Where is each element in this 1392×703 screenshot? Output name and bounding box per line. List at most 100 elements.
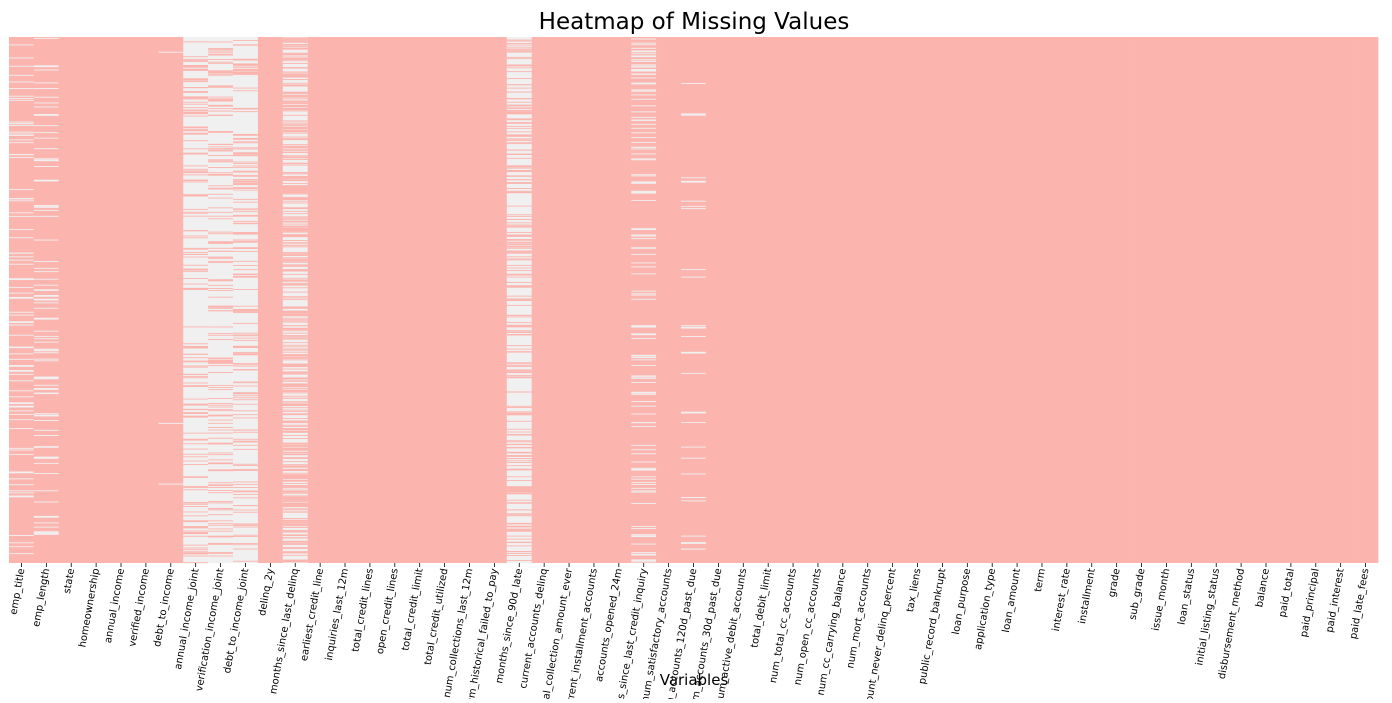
heatmap-stripe (233, 309, 258, 312)
heatmap-stripe (233, 39, 258, 41)
heatmap-stripe (681, 276, 706, 278)
heatmap-stripe (631, 376, 657, 378)
heatmap-stripe (183, 377, 209, 379)
heatmap-stripe (9, 449, 34, 451)
heatmap-stripe (506, 304, 532, 306)
heatmap-stripe (506, 440, 532, 442)
x-tick-label: total_credit_limit (400, 568, 425, 652)
heatmap-stripe (233, 175, 258, 177)
heatmap-stripe (183, 65, 209, 68)
x-tick-label: annual_income (103, 568, 127, 644)
heatmap-stripe (158, 483, 184, 485)
x-tick-label: verified_income (127, 568, 152, 648)
heatmap-stripe (631, 127, 657, 129)
heatmap-stripe (233, 399, 258, 401)
heatmap-stripe (208, 490, 234, 492)
x-tick-label: public_record_bankrupt (917, 568, 948, 686)
heatmap-stripe (282, 330, 308, 332)
heatmap-stripe (282, 52, 308, 54)
heatmap-stripe (282, 185, 308, 187)
heatmap-stripe (208, 70, 234, 73)
heatmap-stripe (506, 493, 532, 495)
heatmap-stripe (208, 260, 234, 262)
heatmap-stripe (282, 505, 308, 507)
heatmap-stripe (208, 459, 234, 461)
heatmap-stripe (282, 476, 308, 478)
heatmap-stripe (233, 464, 258, 466)
heatmap-stripe (183, 194, 209, 197)
heatmap-stripe (233, 448, 258, 450)
heatmap-stripe (208, 143, 234, 145)
heatmap-stripe (282, 480, 308, 482)
heatmap-stripe (33, 473, 59, 474)
heatmap-stripe (9, 198, 34, 200)
heatmap-stripe (9, 259, 34, 261)
heatmap-stripe (208, 502, 234, 504)
heatmap-column-open-credit-lines (382, 37, 408, 563)
heatmap-stripe (233, 534, 258, 536)
heatmap-stripe (282, 244, 308, 246)
heatmap-column-num-total-cc-accounts (780, 37, 806, 563)
heatmap-stripe (33, 377, 59, 378)
heatmap-stripe (183, 503, 209, 505)
heatmap-stripe (631, 543, 657, 545)
heatmap-stripe (506, 71, 532, 73)
heatmap-stripe (506, 553, 532, 554)
heatmap-stripe (506, 166, 532, 168)
heatmap-stripe (33, 278, 59, 280)
heatmap-stripe (506, 107, 532, 109)
x-tick-label: total_debit_limit (749, 568, 774, 649)
heatmap-stripe (233, 189, 258, 191)
heatmap-stripe (506, 441, 532, 443)
heatmap-stripe (282, 530, 308, 532)
heatmap-stripe (208, 442, 234, 445)
heatmap-stripe (282, 122, 308, 124)
heatmap-stripe (183, 549, 209, 551)
heatmap-stripe (33, 82, 59, 84)
heatmap-stripe (506, 149, 532, 151)
heatmap-stripe (33, 125, 59, 127)
heatmap-stripe (631, 55, 657, 58)
heatmap-stripe (282, 219, 308, 221)
heatmap-stripe (631, 467, 657, 469)
heatmap-stripe (233, 440, 258, 443)
heatmap-stripe (506, 264, 532, 266)
heatmap-stripe (631, 105, 657, 107)
heatmap-stripe (282, 210, 308, 212)
heatmap-stripe (233, 444, 258, 446)
heatmap-stripe (233, 334, 258, 336)
heatmap-stripe (233, 233, 258, 235)
heatmap-stripe (282, 108, 308, 110)
heatmap-stripe (282, 407, 308, 409)
heatmap-column-emp-title (9, 37, 35, 563)
heatmap-stripe (33, 457, 59, 459)
heatmap-stripe (9, 324, 34, 326)
heatmap-stripe (282, 53, 308, 55)
heatmap-stripe (282, 497, 308, 499)
heatmap-stripe (506, 351, 532, 353)
heatmap-stripe (33, 490, 59, 492)
heatmap-stripe (506, 252, 532, 254)
heatmap-stripe (282, 465, 308, 468)
x-tick-label: installment (1077, 568, 1098, 625)
heatmap-stripe (506, 67, 532, 69)
heatmap-stripe (183, 181, 209, 183)
heatmap-stripe (506, 250, 532, 252)
heatmap-stripe (506, 131, 532, 133)
heatmap-stripe (183, 515, 209, 517)
heatmap-stripe (233, 179, 258, 180)
heatmap-stripe (183, 526, 209, 529)
heatmap-column-application-type (979, 37, 1005, 563)
heatmap-stripe (506, 153, 532, 155)
heatmap-stripe (631, 553, 657, 556)
heatmap-stripe (208, 71, 234, 74)
heatmap-stripe (506, 479, 532, 481)
heatmap-column-debt-to-income (158, 37, 184, 563)
heatmap-stripe (9, 453, 34, 455)
heatmap-stripe (183, 230, 209, 232)
heatmap-stripe (631, 468, 657, 471)
heatmap-stripe (208, 187, 234, 189)
heatmap-stripe (282, 291, 308, 293)
heatmap-stripe (208, 53, 234, 56)
heatmap-stripe (233, 208, 258, 210)
